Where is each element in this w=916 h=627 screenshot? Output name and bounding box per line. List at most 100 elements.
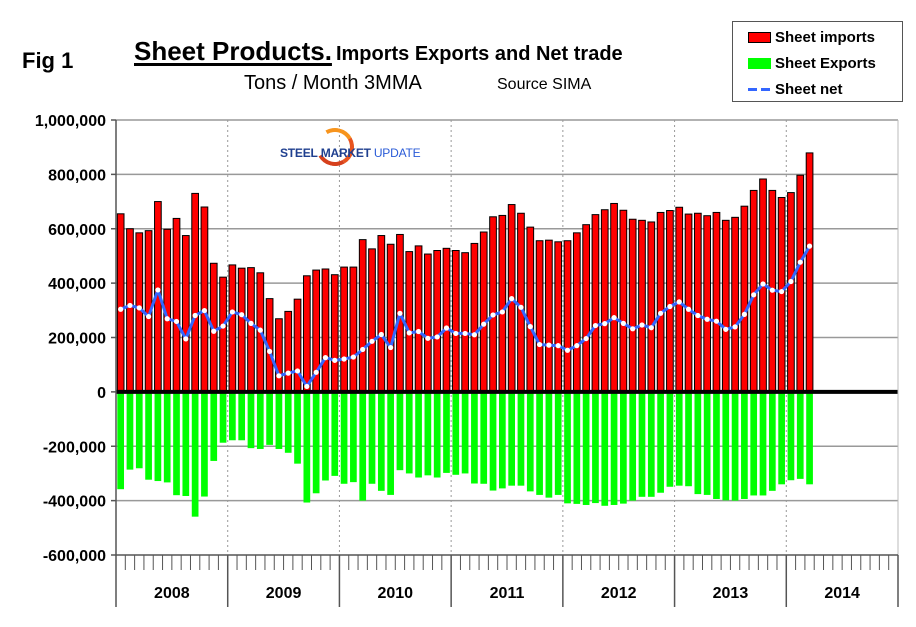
export-bar	[666, 391, 674, 487]
net-point	[415, 328, 422, 335]
import-bar	[414, 245, 423, 393]
import-bar	[470, 242, 479, 393]
import-bar	[237, 267, 246, 393]
net-point	[704, 316, 710, 322]
export-bar	[238, 391, 246, 441]
import-bar	[135, 232, 144, 393]
import-bar	[433, 250, 442, 393]
export-bar	[536, 391, 543, 495]
import-bar	[172, 217, 181, 393]
net-point	[611, 315, 617, 321]
import-bar	[777, 196, 786, 393]
net-point	[155, 287, 161, 293]
export-bar	[126, 391, 134, 470]
export-bar	[750, 391, 758, 496]
export-bar	[592, 391, 599, 504]
import-bar	[321, 268, 330, 393]
import-bar	[693, 212, 702, 393]
net-point	[322, 355, 329, 361]
net-point	[527, 324, 533, 330]
export-bar	[219, 391, 227, 443]
net-point	[406, 330, 412, 336]
net-point	[667, 303, 673, 310]
import-bar	[386, 243, 395, 393]
y-tick-label: 600,000	[48, 222, 106, 239]
y-tick-label: 800,000	[48, 167, 106, 184]
import-bar	[498, 214, 507, 393]
net-point	[574, 343, 580, 349]
x-year-label: 2012	[601, 585, 637, 602]
import-bar	[600, 209, 609, 393]
chart-source: Source SIMA	[497, 76, 592, 93]
net-point	[248, 320, 254, 326]
net-point	[481, 321, 487, 327]
x-axis-year-labels: 2008 2009 2010 2011 2012 2013 2014	[154, 585, 860, 602]
net-point	[751, 292, 757, 298]
net-point	[118, 306, 124, 312]
export-bar	[713, 391, 720, 499]
net-point	[518, 304, 524, 310]
net-point	[564, 347, 571, 353]
logo-word-steel: STEEL	[280, 146, 318, 160]
net-point	[471, 332, 478, 338]
import-bar	[126, 228, 134, 393]
net-point	[220, 323, 226, 329]
legend-item-imports: Sheet imports	[748, 27, 875, 47]
import-bar	[582, 224, 590, 393]
net-point	[369, 338, 375, 344]
legend-label-imports: Sheet imports	[775, 28, 876, 46]
net-point	[285, 370, 291, 376]
net-point	[620, 320, 626, 326]
net-point	[127, 302, 133, 309]
export-bar	[117, 391, 125, 490]
import-bar	[275, 318, 283, 393]
net-point	[350, 354, 356, 360]
export-bar	[471, 391, 478, 484]
export-bar	[573, 391, 581, 504]
import-bar	[796, 174, 805, 393]
net-point	[685, 306, 692, 312]
import-bar	[712, 211, 721, 393]
net-point	[453, 330, 459, 337]
import-bar	[442, 247, 451, 393]
import-bar	[191, 192, 199, 393]
import-bar	[526, 226, 535, 393]
x-year-label: 2011	[490, 585, 525, 602]
import-bar	[647, 221, 656, 393]
export-bar	[722, 391, 730, 501]
export-bar	[461, 391, 469, 474]
import-bar	[405, 251, 414, 393]
net-point	[183, 336, 189, 342]
legend-label-net: Sheet net	[775, 80, 843, 98]
export-bar	[657, 391, 664, 493]
y-tick-label: 400,000	[48, 276, 106, 293]
export-bar	[284, 391, 292, 453]
export-bar	[526, 391, 534, 492]
export-bar	[443, 391, 450, 473]
import-bar	[628, 218, 637, 393]
net-point	[201, 307, 208, 314]
export-bar	[135, 391, 143, 469]
export-bar	[480, 391, 488, 484]
import-bar	[684, 213, 693, 393]
export-bar	[322, 391, 329, 481]
import-bar	[479, 231, 488, 393]
import-bar	[610, 202, 618, 393]
x-year-label: 2008	[154, 585, 190, 602]
net-point	[602, 321, 608, 327]
exports-bars	[117, 391, 813, 517]
export-bar	[182, 391, 190, 497]
net-point	[797, 259, 803, 265]
net-point	[546, 342, 552, 348]
export-bar	[759, 391, 767, 496]
import-bar	[424, 253, 432, 393]
import-bar	[666, 210, 674, 393]
export-bar	[731, 391, 739, 501]
net-line-series	[118, 243, 813, 390]
import-bar	[228, 264, 237, 393]
legend-swatch-imports	[748, 31, 771, 43]
net-point	[425, 335, 431, 341]
net-point	[341, 356, 347, 362]
net-point	[462, 330, 468, 337]
export-bar	[620, 391, 627, 504]
